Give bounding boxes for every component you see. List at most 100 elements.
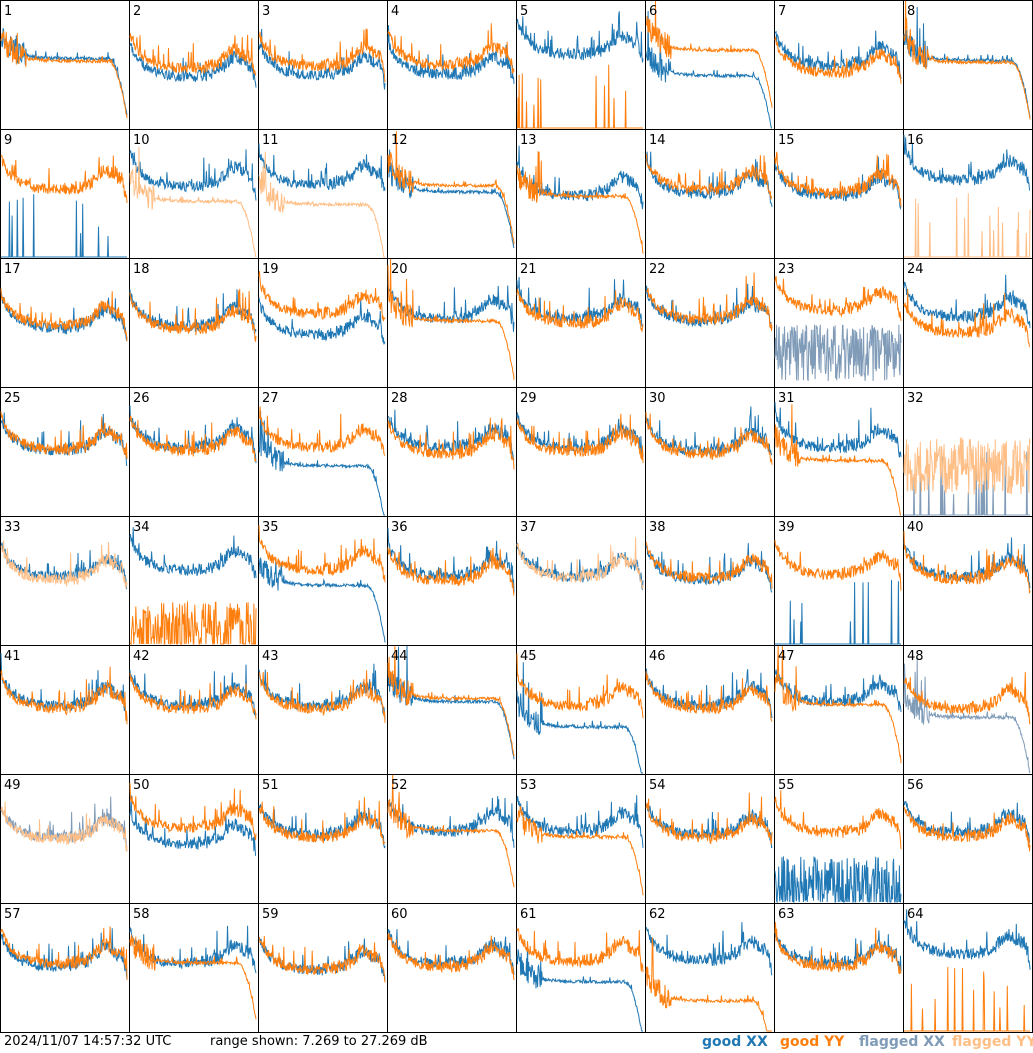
panel-label: 29 xyxy=(520,391,537,406)
series-yy-good xyxy=(129,934,257,1020)
legend-good-xx: good XX xyxy=(702,1034,768,1050)
series-xx-good xyxy=(258,557,386,643)
panel-5: 5 xyxy=(516,0,646,130)
panel-label: 13 xyxy=(520,133,537,148)
panel-12: 12 xyxy=(387,129,517,259)
series-xx-good xyxy=(387,281,515,332)
panel-label: 50 xyxy=(133,778,150,793)
panel-16: 16 xyxy=(903,129,1033,259)
panel-label: 8 xyxy=(907,4,915,19)
series-yy-good xyxy=(646,272,773,331)
panel-25: 25 xyxy=(0,387,130,517)
series-yy-good xyxy=(774,276,902,322)
panel-label: 64 xyxy=(907,907,924,922)
panel-label: 6 xyxy=(649,4,657,19)
series-xx-good xyxy=(645,922,773,976)
panel-frame xyxy=(387,774,517,904)
series-yy-good xyxy=(258,797,386,846)
panel-37: 37 xyxy=(516,516,646,646)
series-yy-good xyxy=(516,413,644,464)
series-xx-flagged xyxy=(904,450,1030,516)
series-yy-good xyxy=(129,782,257,841)
panel-15: 15 xyxy=(774,129,904,259)
panel-label: 45 xyxy=(520,649,537,664)
panel-label: 27 xyxy=(262,391,279,406)
series-xx-good xyxy=(903,134,1031,191)
panel-label: 35 xyxy=(262,520,279,535)
panel-label: 25 xyxy=(4,391,21,406)
series-yy-good xyxy=(645,0,773,108)
panel-33: 33 xyxy=(0,516,130,646)
panel-19: 19 xyxy=(258,258,388,388)
series-yy-good xyxy=(516,805,644,896)
series-xx-good xyxy=(903,274,1031,328)
panel-frame xyxy=(903,774,1033,904)
panel-label: 38 xyxy=(649,520,666,535)
series-yy-good xyxy=(129,672,257,720)
panel-label: 22 xyxy=(649,262,666,277)
series-yy-good xyxy=(387,547,515,596)
timestamp-text: 2024/11/07 14:57:32 UTC xyxy=(4,1034,172,1049)
series-yy-good xyxy=(258,406,386,456)
panel-9: 9 xyxy=(0,129,130,259)
panel-label: 30 xyxy=(649,391,666,406)
series-xx-good xyxy=(1,194,127,258)
panel-24: 24 xyxy=(903,258,1033,388)
series-yy-flagged xyxy=(904,193,1031,258)
panel-label: 15 xyxy=(778,133,795,148)
panel-label: 55 xyxy=(778,778,795,793)
panel-label: 21 xyxy=(520,262,537,277)
panel-51: 51 xyxy=(258,774,388,904)
series-yy-good xyxy=(645,541,773,589)
panel-label: 7 xyxy=(778,4,786,19)
series-xx-good xyxy=(258,297,386,345)
series-yy-good xyxy=(129,601,257,646)
panel-label: 17 xyxy=(4,262,21,277)
series-yy-good xyxy=(387,933,515,980)
panel-32: 32 xyxy=(903,387,1033,517)
series-yy-flagged xyxy=(258,151,385,258)
series-xx-good xyxy=(0,412,128,467)
series-yy-good xyxy=(645,412,773,465)
series-yy-flagged xyxy=(903,437,1031,495)
series-yy-good xyxy=(904,966,1030,1032)
panel-label: 47 xyxy=(778,649,795,664)
panel-41: 41 xyxy=(0,645,130,775)
panel-53: 53 xyxy=(516,774,646,904)
panel-label: 51 xyxy=(262,778,279,793)
legend-flagged-yy: flagged YY xyxy=(952,1034,1033,1050)
panel-59: 59 xyxy=(258,903,388,1033)
panel-label: 46 xyxy=(649,649,666,664)
series-yy-good xyxy=(387,417,515,470)
series-xx-good xyxy=(387,25,515,84)
panel-63: 63 xyxy=(774,903,904,1033)
series-yy-good xyxy=(0,926,128,980)
panel-4: 4 xyxy=(387,0,517,130)
series-yy-good xyxy=(774,151,902,207)
series-xx-good xyxy=(774,402,902,458)
panel-frame xyxy=(129,258,259,388)
panel-64: 64 xyxy=(903,903,1033,1033)
series-xx-good xyxy=(645,10,772,129)
panel-label: 52 xyxy=(391,778,408,793)
series-yy-good xyxy=(0,411,128,460)
panel-23: 23 xyxy=(774,258,904,388)
panel-label: 62 xyxy=(649,907,666,922)
panel-56: 56 xyxy=(903,774,1033,904)
panel-label: 24 xyxy=(907,262,924,277)
panel-frame xyxy=(774,645,904,775)
panel-label: 31 xyxy=(778,391,795,406)
panel-36: 36 xyxy=(387,516,517,646)
panel-45: 45 xyxy=(516,645,646,775)
series-xx-good xyxy=(129,795,257,856)
panel-label: 39 xyxy=(778,520,795,535)
panel-frame xyxy=(516,645,646,775)
panel-label: 34 xyxy=(133,520,150,535)
series-xx-good xyxy=(774,156,902,210)
series-xx-good xyxy=(645,668,773,719)
series-yy-good xyxy=(903,288,1031,347)
series-yy-good xyxy=(0,154,128,204)
series-yy-good xyxy=(258,525,386,583)
panel-frame xyxy=(387,129,517,259)
